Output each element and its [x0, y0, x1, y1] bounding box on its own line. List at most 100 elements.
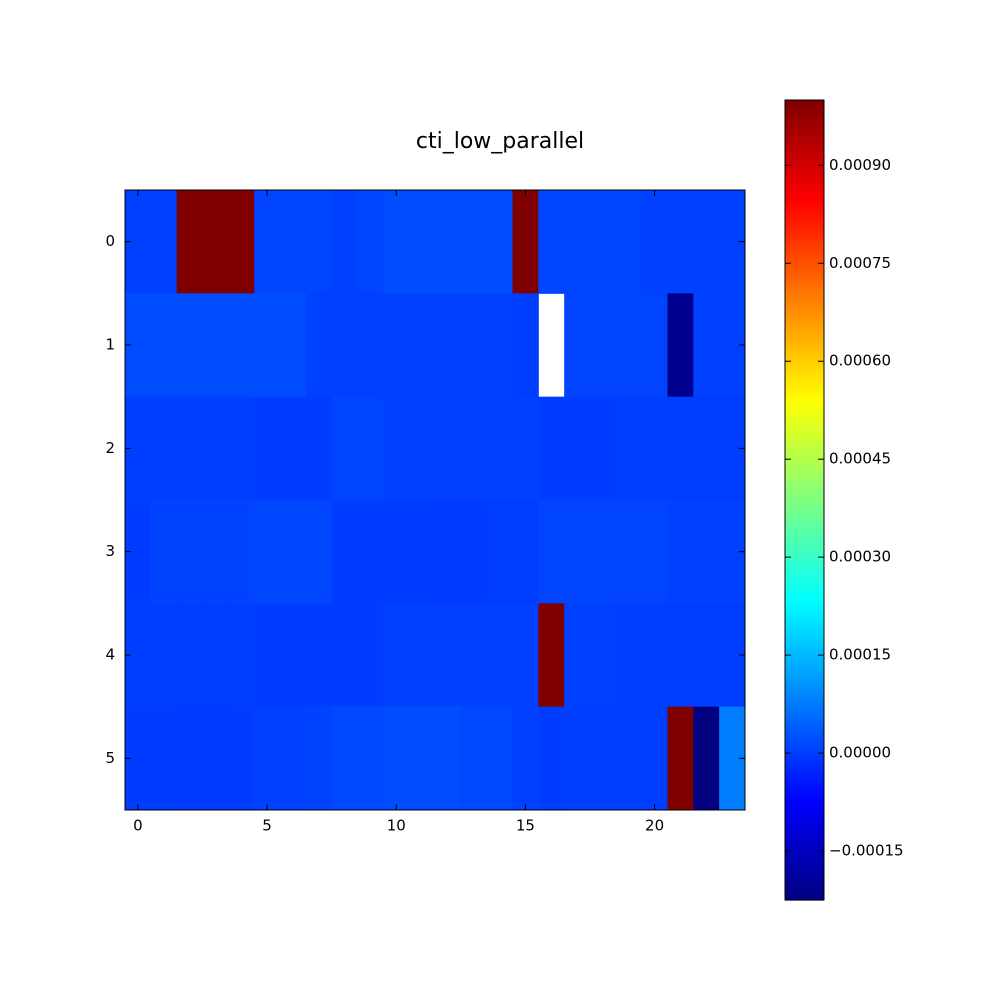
heatmap-cell — [176, 706, 203, 811]
heatmap-cell — [357, 293, 384, 398]
heatmap-cell — [331, 500, 358, 604]
colorbar-segment — [785, 168, 824, 173]
colorbar-segment — [785, 672, 824, 677]
colorbar-segment — [785, 132, 824, 137]
heatmap-cell — [641, 293, 668, 398]
colorbar-segment — [785, 708, 824, 713]
heatmap-cell — [228, 190, 255, 294]
heatmap-cell — [460, 500, 488, 604]
heatmap-cell — [202, 706, 229, 811]
heatmap-cell — [228, 500, 255, 604]
x-tick-label: 5 — [262, 817, 272, 835]
heatmap-cell — [486, 706, 513, 811]
colorbar-segment — [785, 312, 824, 317]
colorbar-segment — [785, 640, 824, 645]
colorbar-segment — [785, 204, 824, 209]
heatmap-cell — [357, 500, 384, 604]
colorbar-segment — [785, 528, 824, 533]
colorbar-segment — [785, 352, 824, 357]
colorbar-segment — [785, 420, 824, 425]
heatmap-cell — [357, 706, 384, 811]
heatmap-cell — [460, 293, 488, 398]
colorbar-segment — [785, 228, 824, 233]
colorbar-segment — [785, 704, 824, 709]
colorbar-segment — [785, 556, 824, 561]
colorbar-segment — [785, 216, 824, 221]
colorbar-segment — [785, 356, 824, 361]
x-tick-label: 0 — [133, 817, 143, 835]
heatmap-cell — [254, 603, 281, 708]
x-tick-label: 20 — [645, 817, 664, 835]
heatmap-cell — [590, 190, 617, 294]
colorbar-segment — [785, 812, 824, 817]
colorbar-segment — [785, 348, 824, 353]
heatmap-cell — [228, 396, 255, 501]
colorbar-segment — [785, 568, 824, 573]
colorbar-segment — [785, 244, 824, 249]
colorbar-segment — [785, 808, 824, 813]
colorbar-segment — [785, 624, 824, 629]
heatmap-cell — [280, 396, 307, 501]
colorbar-segment — [785, 320, 824, 325]
colorbar-segment — [785, 836, 824, 841]
colorbar-segment — [785, 108, 824, 113]
colorbar-segment — [785, 516, 824, 521]
colorbar-segment — [785, 832, 824, 837]
colorbar-segment — [785, 272, 824, 277]
colorbar-segment — [785, 496, 824, 501]
heatmap-cell — [176, 396, 203, 501]
heatmap-cell — [615, 500, 643, 604]
heatmap-cell — [150, 500, 178, 604]
colorbar-tick-label: 0.00090 — [829, 156, 891, 174]
heatmap-cell — [228, 293, 255, 398]
heatmap-cell — [409, 706, 436, 811]
heatmap-cell — [150, 190, 178, 294]
colorbar-segment — [785, 288, 824, 293]
heatmap-cell — [409, 293, 436, 398]
colorbar-segment — [785, 460, 824, 465]
heatmap-cell — [512, 603, 539, 708]
colorbar-segment — [785, 340, 824, 345]
colorbar-segment — [785, 184, 824, 189]
y-tick-label: 2 — [105, 439, 115, 457]
colorbar-segment — [785, 124, 824, 129]
colorbar-segment — [785, 616, 824, 621]
colorbar-segment — [785, 864, 824, 869]
colorbar-segment — [785, 512, 824, 517]
heatmap-cell — [693, 500, 720, 604]
heatmap-cell — [305, 190, 333, 294]
colorbar-segment — [785, 368, 824, 373]
colorbar-segment — [785, 192, 824, 197]
colorbar-segment — [785, 332, 824, 337]
colorbar-segment — [785, 240, 824, 245]
colorbar-segment — [785, 772, 824, 777]
heatmap-cell — [486, 190, 513, 294]
colorbar-segment — [785, 424, 824, 429]
plot-frame — [124, 189, 746, 811]
colorbar-segment — [785, 304, 824, 309]
heatmap-cell — [409, 190, 436, 294]
heatmap-cell — [667, 293, 694, 398]
colorbar-segment — [785, 696, 824, 701]
colorbar-segment — [785, 344, 824, 349]
colorbar-segment — [785, 248, 824, 253]
heatmap-cell — [150, 396, 178, 501]
heatmap-cell — [357, 603, 384, 708]
heatmap-cell — [693, 293, 720, 398]
heatmap-cell — [254, 293, 281, 398]
colorbar-segment — [785, 896, 824, 901]
heatmap-cell — [176, 293, 203, 398]
y-tick-label: 0 — [105, 232, 115, 250]
heatmap-cell — [590, 706, 617, 811]
heatmap-cell — [331, 396, 358, 501]
heatmap-cell — [641, 500, 668, 604]
heatmap-cell — [538, 603, 565, 708]
colorbar-segment — [785, 628, 824, 633]
heatmap-cell — [435, 190, 462, 294]
heatmap-cell — [228, 706, 255, 811]
colorbar-segment — [785, 676, 824, 681]
heatmap-cell — [641, 706, 668, 811]
colorbar-segment — [785, 104, 824, 109]
heatmap-cell — [280, 603, 307, 708]
colorbar-segment — [785, 112, 824, 117]
